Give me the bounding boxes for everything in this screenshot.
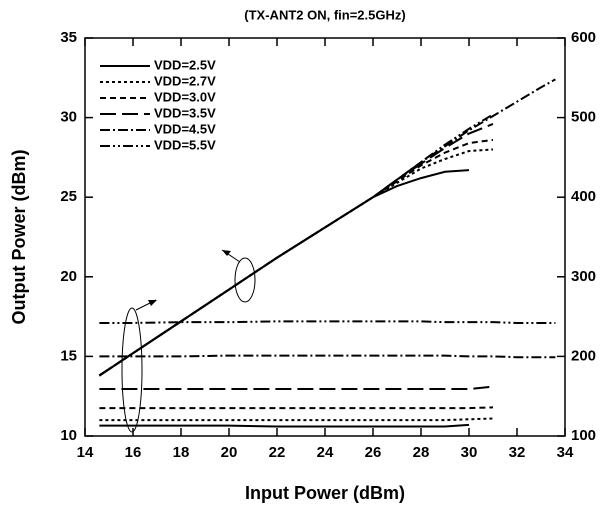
y-tick-label: 15 — [60, 347, 77, 364]
y-tick-label: 25 — [60, 188, 77, 205]
x-tick-label: 18 — [173, 444, 190, 461]
x-tick-label: 20 — [221, 444, 238, 461]
x-tick-label: 22 — [269, 444, 286, 461]
legend-label: VDD=3.0V — [154, 89, 216, 104]
current-line — [99, 423, 470, 428]
power-line — [98, 169, 470, 377]
x-tick-label: 24 — [317, 444, 334, 461]
x-tick-label: 34 — [557, 444, 574, 461]
legend-label: VDD=5.5V — [154, 137, 216, 152]
annotation-ellipse — [121, 307, 143, 433]
power-line — [98, 113, 494, 377]
current-line — [99, 385, 494, 391]
power-line — [98, 123, 494, 377]
annotation-arrowhead — [148, 300, 157, 306]
x-axis-label: Input Power (dBm) — [245, 483, 405, 503]
legend-label: VDD=3.5V — [154, 105, 216, 120]
legend-label: VDD=4.5V — [154, 121, 216, 136]
power-line — [98, 138, 494, 377]
annotation-arrowhead — [222, 250, 231, 256]
current-line — [99, 354, 556, 359]
y2-tick-label: 400 — [571, 188, 596, 205]
current-line — [99, 406, 494, 410]
y-tick-label: 10 — [60, 427, 77, 444]
y2-tick-label: 200 — [571, 347, 596, 364]
y2-tick-label: 100 — [571, 427, 596, 444]
annotation-ellipse — [234, 257, 256, 303]
y2-tick-label: 300 — [571, 268, 596, 285]
x-tick-label: 14 — [77, 444, 94, 461]
y2-tick-label: 500 — [571, 109, 596, 126]
x-tick-label: 26 — [365, 444, 382, 461]
legend-label: VDD=2.5V — [154, 57, 216, 72]
chart-title: (TX-ANT2 ON, fin=2.5GHz) — [244, 7, 405, 22]
y-tick-label: 35 — [60, 29, 77, 46]
y-axis-label: Output Power (dBm) — [9, 150, 29, 325]
y2-tick-label: 600 — [571, 29, 596, 46]
y-tick-label: 20 — [60, 268, 77, 285]
power-line — [98, 148, 494, 377]
legend-label: VDD=2.7V — [154, 73, 216, 88]
y-tick-label: 30 — [60, 109, 77, 126]
x-tick-label: 32 — [509, 444, 526, 461]
current-line — [99, 417, 494, 422]
x-tick-label: 16 — [125, 444, 142, 461]
current-line — [99, 320, 556, 324]
x-tick-label: 30 — [461, 444, 478, 461]
x-tick-label: 28 — [413, 444, 430, 461]
